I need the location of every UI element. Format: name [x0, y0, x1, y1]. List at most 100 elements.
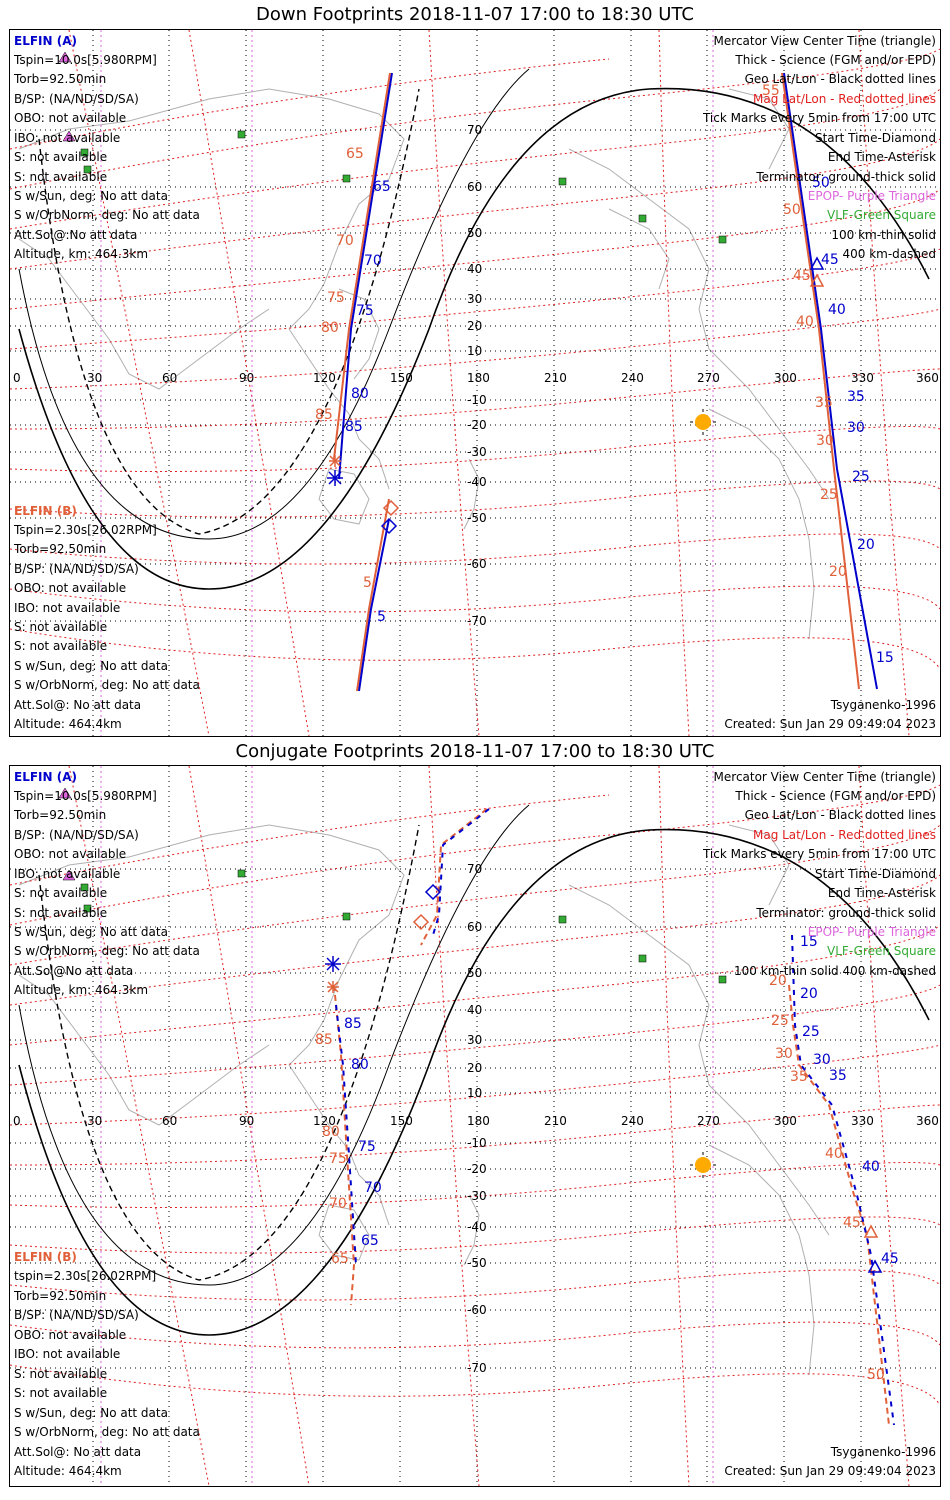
lon-label: 180 [467, 1114, 490, 1128]
lon-label: 150 [390, 1114, 413, 1128]
info-line: Tspin=2.30s[26.02RPM] [13, 523, 157, 537]
track-tick-label: 40 [828, 302, 846, 318]
down-footprints-map: 0 30 60 90 120 150 180 210 240 270 300 3… [9, 29, 941, 737]
legend: Mercator View Center Time (triangle) Thi… [702, 34, 936, 261]
legend-entry: Thick - Science (FGM and/or EPD) [734, 53, 936, 67]
lat-label: -40 [467, 475, 487, 489]
track-tick-label: 50 [867, 1367, 885, 1383]
info-line: S: not available [14, 150, 107, 164]
info-line: OBO: not available [14, 581, 126, 595]
track-tick-label: 35 [829, 1068, 847, 1084]
info-line: S w/Sun, deg: No att data [14, 189, 168, 203]
legend-entry: EPOP- Purple Triangle [808, 189, 936, 203]
lat-axis: 70 60 50 40 30 20 10 -10 -20 -30 -40 -50… [467, 862, 487, 1375]
lat-label: 40 [467, 1003, 482, 1017]
lat-label: -10 [467, 1136, 487, 1150]
lat-label: 20 [467, 319, 482, 333]
elfin-b-name: ELFIN (B) [14, 1250, 77, 1264]
mag-grid [9, 765, 941, 1487]
info-line: Tspin=10.0s[5.980RPM] [13, 53, 157, 67]
info-line: tspin=2.30s[26.02RPM] [14, 1269, 156, 1283]
track-tick-label: 70 [364, 1180, 382, 1196]
lon-label: 360 [916, 1114, 939, 1128]
conjugate-footprints-map: 0 30 60 90 120 150 180 210 240 270 300 3… [9, 765, 941, 1487]
legend-entry: Thick - Science (FGM and/or EPD) [734, 789, 936, 803]
track-tick-label: 85 [345, 419, 363, 435]
elfin-a-end-asterisk [325, 956, 341, 972]
track-tick-label: 80 [322, 1124, 340, 1140]
lon-label: 330 [851, 1114, 874, 1128]
lon-label: 90 [239, 1114, 254, 1128]
info-line: S: not available [14, 886, 107, 900]
map-frame [9, 765, 941, 1487]
info-line: Torb=92.50min [13, 72, 106, 86]
legend-entry: Geo Lat/Lon - Black dotted lines [745, 72, 936, 86]
lat-label: -50 [467, 511, 487, 525]
epop-triangle [58, 51, 72, 63]
vlf-stations [80, 130, 727, 244]
elfin-b-start-diamond [412, 913, 430, 931]
info-line: B/SP: (NA/ND/SD/SA) [14, 92, 139, 106]
info-line: IBO: not available [14, 601, 120, 615]
track-tick-label: 55 [762, 83, 780, 99]
info-line: OBO: not available [14, 1328, 126, 1342]
track-tick-label: 30 [816, 433, 834, 449]
purple-meridians [100, 766, 714, 1486]
lon-label: 300 [774, 371, 797, 385]
legend-entry: VLF-Green Square [827, 208, 936, 222]
info-line: Att.Sol@No att data [14, 964, 133, 978]
info-line: S w/OrbNorm, deg: No att data [14, 1425, 200, 1439]
track-tick-label: 85 [344, 1016, 362, 1032]
lat-label: 70 [467, 123, 482, 137]
track-tick-label: 75 [356, 303, 374, 319]
legend-entry: Terminator: ground-thick solid [755, 906, 936, 920]
lat-label: 60 [467, 920, 482, 934]
track-tick-label: 20 [800, 986, 818, 1002]
track-tick-label: 85 [315, 1032, 333, 1048]
info-line: S: not available [14, 1386, 107, 1400]
track-tick-label: 65 [346, 146, 364, 162]
track-tick-label: 15 [876, 650, 894, 666]
info-line: Altitude: 464.4km [14, 1464, 122, 1478]
lat-label: 20 [467, 1061, 482, 1075]
elfin-b-end-asterisk [329, 455, 341, 467]
track-tick-label: 30 [847, 420, 865, 436]
info-line: S: not available [14, 170, 107, 184]
legend-entry: EPOP- Purple Triangle [808, 925, 936, 939]
vlf-stations [80, 869, 727, 984]
elfin-b-track [333, 72, 860, 692]
mag-grid [9, 29, 941, 737]
panel-1-title: Down Footprints 2018-11-07 17:00 to 18:3… [256, 4, 694, 25]
track-tick-label: 25 [802, 1024, 820, 1040]
track-tick-label: 85 [315, 407, 333, 423]
track-tick-label: 25 [771, 1013, 789, 1029]
lat-label: -50 [467, 1256, 487, 1270]
vlf-station [558, 915, 567, 924]
vlf-station [237, 869, 246, 878]
elfin-a-name: ELFIN (A) [14, 770, 77, 784]
lat-label: -40 [467, 1220, 487, 1234]
track-tick-label: 40 [862, 1159, 880, 1175]
track-tick-label: 75 [329, 1151, 347, 1167]
elfin-b-info: ELFIN (B) tspin=2.30s[26.02RPM] Torb=92.… [13, 1250, 200, 1478]
lon-label: 30 [87, 1114, 102, 1128]
lon-label: 90 [239, 371, 254, 385]
info-line: S w/Sun, deg: No att data [14, 659, 168, 673]
epop-triangle [58, 787, 72, 799]
vlf-station [638, 954, 647, 963]
legend-entry: Geo Lat/Lon - Black dotted lines [745, 808, 936, 822]
lon-label: 30 [87, 371, 102, 385]
track-tick-label: 75 [358, 1139, 376, 1155]
track-tick-label: 45 [843, 1215, 861, 1231]
info-line: Torb=92.50min [13, 542, 106, 556]
lat-label: -60 [467, 557, 487, 571]
terminator [18, 68, 930, 590]
lon-axis: 0 30 60 90 120 150 180 210 240 270 300 3… [13, 371, 939, 385]
legend-entry: Mercator View Center Time (triangle) [714, 34, 936, 48]
epop-triangle [62, 869, 76, 881]
vlf-station [80, 883, 89, 892]
legend-entry: Mercator View Center Time (triangle) [714, 770, 936, 784]
legend-entry: Mag Lat/Lon - Red dotted lines [753, 92, 936, 106]
lon-label: 240 [621, 1114, 644, 1128]
terminator [18, 804, 930, 1336]
